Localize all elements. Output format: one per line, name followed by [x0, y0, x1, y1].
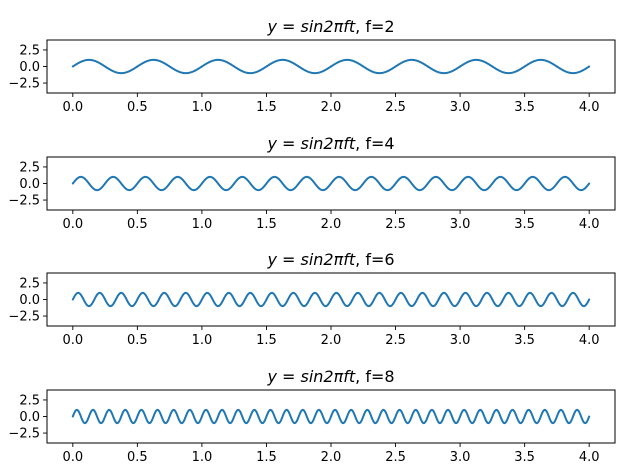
- subplot-2: y = sin2πft, f=4 0.0 0.5 1.0 1.5 2.0 2.5 3.0 3.5…: [8, 134, 616, 232]
- x-tick-label: 1.5: [256, 217, 277, 232]
- x-tick-label: 1.5: [256, 100, 277, 115]
- sine-series-line: [71, 291, 591, 308]
- x-tick-label: 3.0: [450, 450, 471, 465]
- x-tick-label: 1.0: [192, 333, 213, 348]
- x-tick-label: 3.0: [450, 333, 471, 348]
- y-tick-label: 2.5: [19, 393, 40, 408]
- x-tick-label: 1.0: [192, 450, 213, 465]
- x-tick-label: 4.0: [579, 333, 600, 348]
- y-tick-label: 0.0: [19, 410, 40, 425]
- subplot-1: y = sin2πft, f=2 0.0 0.5 1.0 1.5 2.0 2.5 3.0 3.5…: [8, 17, 616, 115]
- subplot-title: y = sin2πft, f=2: [266, 17, 394, 36]
- y-tick-label: 0.0: [19, 177, 40, 192]
- x-tick-label: 3.5: [514, 100, 535, 115]
- x-tick-label: 4.0: [579, 450, 600, 465]
- sine-series-line: [71, 408, 591, 425]
- y-tick-label: −2.5: [8, 77, 40, 92]
- y-tick-label: 2.5: [19, 160, 40, 175]
- title-frequency: , f=6: [355, 250, 394, 269]
- x-tick-label: 1.0: [192, 100, 213, 115]
- x-tick-label: 0.5: [127, 450, 148, 465]
- x-tick-label: 1.0: [192, 217, 213, 232]
- x-tick-label: 3.0: [450, 217, 471, 232]
- x-tick-label: 2.0: [321, 217, 342, 232]
- title-frequency: , f=4: [355, 134, 394, 153]
- y-tick-label: 0.0: [19, 60, 40, 75]
- x-tick-label: 3.5: [514, 333, 535, 348]
- y-tick-label: −2.5: [8, 194, 40, 209]
- subplot-3: y = sin2πft, f=6 0.0 0.5 1.0 1.5 2.0 2.5 3.0 3.5…: [8, 250, 616, 348]
- x-tick-label: 3.0: [450, 100, 471, 115]
- x-tick-label: 4.0: [579, 100, 600, 115]
- x-tick-label: 4.0: [579, 217, 600, 232]
- title-expression: y = sin2πft: [266, 367, 355, 386]
- title-frequency: , f=2: [355, 17, 394, 36]
- subplot-title: y = sin2πft, f=8: [266, 367, 394, 386]
- x-tick-label: 2.5: [385, 333, 406, 348]
- y-tick-label: 2.5: [19, 43, 40, 58]
- subplot-4: y = sin2πft, f=8 0.0 0.5 1.0 1.5 2.0 2.5 3.0 3.5…: [8, 367, 616, 465]
- x-tick-label: 0.5: [127, 100, 148, 115]
- subplot-title: y = sin2πft, f=6: [266, 250, 394, 269]
- title-expression: y = sin2πft: [266, 250, 355, 269]
- x-tick-label: 0.5: [127, 333, 148, 348]
- x-tick-label: 2.5: [385, 450, 406, 465]
- x-tick-label: 3.5: [514, 217, 535, 232]
- x-tick-label: 2.0: [321, 450, 342, 465]
- x-tick-label: 0.0: [62, 333, 83, 348]
- x-tick-label: 0.0: [62, 450, 83, 465]
- x-tick-label: 0.5: [127, 217, 148, 232]
- x-tick-label: 2.5: [385, 100, 406, 115]
- title-expression: y = sin2πft: [266, 17, 355, 36]
- x-tick-label: 2.5: [385, 217, 406, 232]
- sine-series-line: [71, 175, 591, 192]
- x-tick-label: 2.0: [321, 100, 342, 115]
- y-tick-label: 2.5: [19, 276, 40, 291]
- x-tick-label: 1.5: [256, 450, 277, 465]
- subplot-title: y = sin2πft, f=4: [266, 134, 394, 153]
- x-tick-label: 1.5: [256, 333, 277, 348]
- y-tick-label: 0.0: [19, 293, 40, 308]
- x-tick-label: 0.0: [62, 217, 83, 232]
- y-tick-label: −2.5: [8, 427, 40, 442]
- title-frequency: , f=8: [355, 367, 394, 386]
- x-tick-label: 0.0: [62, 100, 83, 115]
- title-expression: y = sin2πft: [266, 134, 355, 153]
- x-tick-label: 3.5: [514, 450, 535, 465]
- y-tick-label: −2.5: [8, 310, 40, 325]
- x-tick-label: 2.0: [321, 333, 342, 348]
- sine-series-line: [71, 58, 591, 75]
